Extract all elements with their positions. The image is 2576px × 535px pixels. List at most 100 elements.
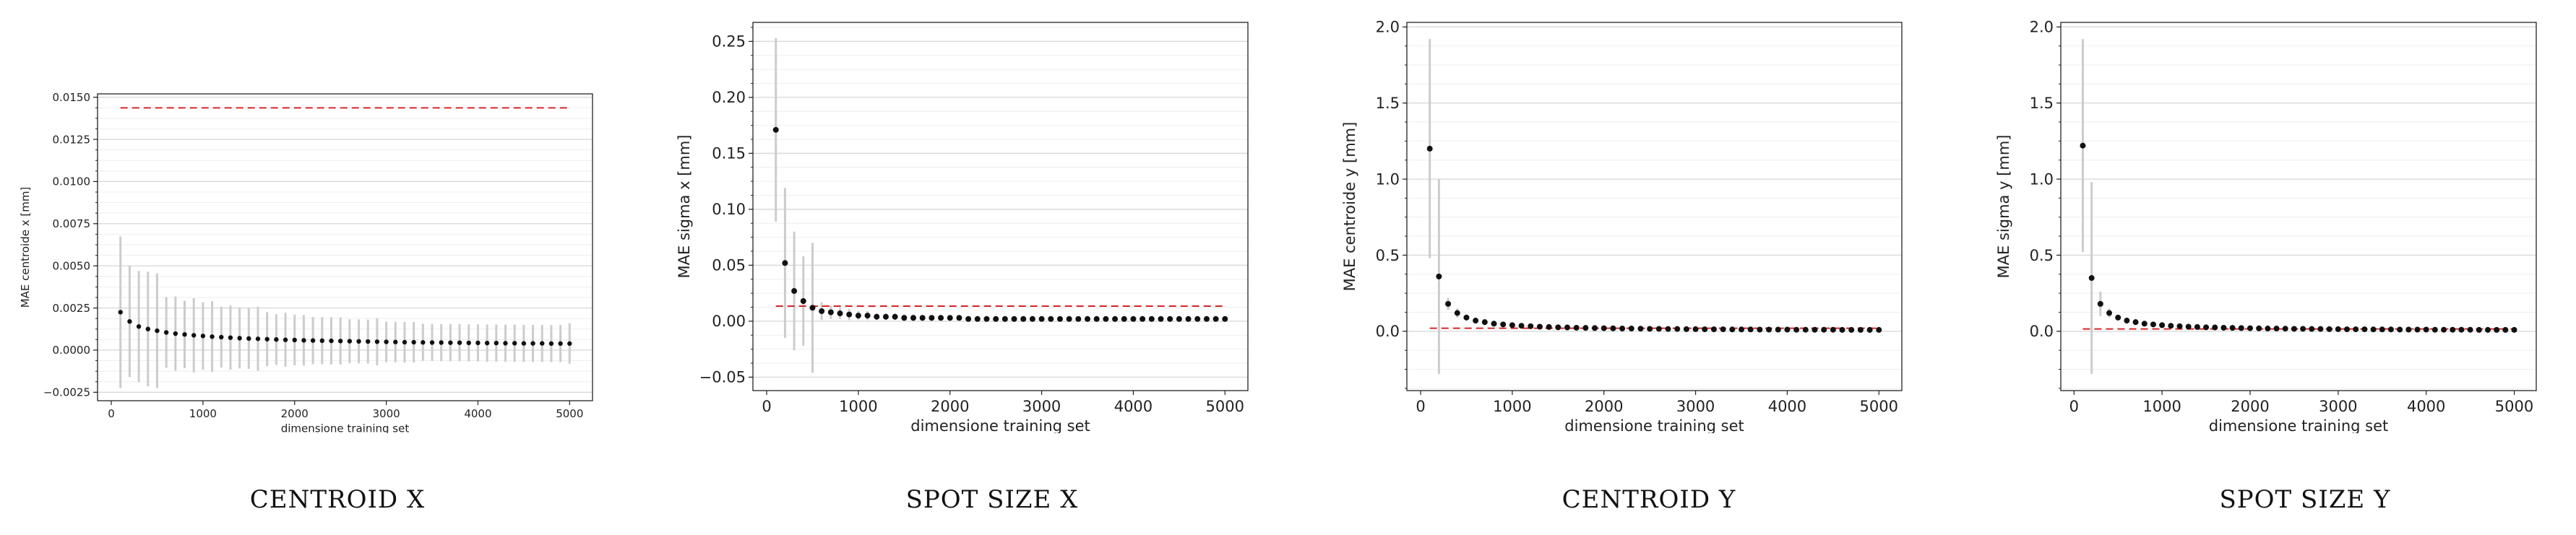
data-point xyxy=(956,315,962,321)
data-point xyxy=(457,340,462,345)
y-tick-label: 0.5 xyxy=(1376,247,1400,264)
data-point xyxy=(1103,316,1109,322)
y-tick-label: 1.5 xyxy=(2030,95,2054,112)
data-point xyxy=(2282,326,2288,332)
data-point xyxy=(484,340,490,346)
data-point xyxy=(2238,325,2244,331)
x-axis-label: dimensione training set xyxy=(910,417,1090,433)
data-point xyxy=(329,338,334,344)
data-point xyxy=(1500,321,1507,328)
y-axis-label: MAE sigma x [mm] xyxy=(676,135,693,279)
data-point xyxy=(1729,326,1736,333)
data-point xyxy=(846,311,853,318)
data-point xyxy=(874,313,880,320)
data-point xyxy=(393,339,398,344)
x-tick-label: 4000 xyxy=(2407,398,2445,415)
y-tick-label: 0.0 xyxy=(1376,323,1400,340)
data-point xyxy=(228,335,233,340)
data-point xyxy=(1692,326,1699,332)
y-tick-label: 0.0150 xyxy=(53,91,91,104)
data-point xyxy=(855,313,861,319)
y-tick-label: 0.0 xyxy=(2030,323,2054,340)
caption-spot-size-x: SPOT SIZE X xyxy=(905,485,1079,514)
data-point xyxy=(882,313,889,320)
data-point xyxy=(384,339,389,344)
chart-spot-size-x: −0.05 0.00 0.05 0.10 0.15 0.20 0.25 0 1000 2000 30… xyxy=(676,22,1249,433)
data-point xyxy=(782,260,788,266)
y-tick-label: 0.0075 xyxy=(53,217,91,230)
data-point xyxy=(356,339,361,344)
data-point xyxy=(402,339,408,345)
data-point xyxy=(301,338,306,343)
data-point xyxy=(319,338,324,344)
x-tick-label: 2000 xyxy=(2231,398,2269,415)
data-point xyxy=(2088,275,2095,282)
data-point xyxy=(1185,316,1192,322)
data-point xyxy=(2256,325,2262,331)
y-tick-label: 0.0100 xyxy=(53,175,91,188)
data-point xyxy=(2353,326,2359,333)
data-point xyxy=(1564,324,1570,331)
x-tick-label: 5000 xyxy=(1206,398,1244,415)
data-point xyxy=(2423,326,2429,333)
data-point xyxy=(2441,326,2447,333)
data-point xyxy=(1793,326,1800,333)
data-point xyxy=(2159,322,2166,329)
x-tick-label: 3000 xyxy=(2319,398,2357,415)
data-point xyxy=(475,340,481,346)
y-axis-label: MAE sigma y [mm] xyxy=(1995,135,2012,279)
data-point xyxy=(1674,326,1681,332)
data-point xyxy=(274,337,279,342)
data-point xyxy=(1766,326,1772,333)
data-point xyxy=(800,297,806,304)
data-point xyxy=(310,338,316,343)
data-point xyxy=(938,315,944,321)
data-point xyxy=(548,341,554,347)
y-tick-label: 0.00 xyxy=(712,313,746,330)
y-tick-label: 0.05 xyxy=(712,257,746,274)
data-point xyxy=(1148,316,1155,322)
data-point xyxy=(2387,326,2394,333)
data-point xyxy=(2141,321,2148,327)
data-point xyxy=(429,340,435,345)
x-tick-label: 4000 xyxy=(1768,398,1806,415)
x-axis-label: dimensione training set xyxy=(1564,417,1744,433)
data-point xyxy=(567,341,572,347)
data-point xyxy=(1802,326,1809,333)
x-tick-label: 2000 xyxy=(281,407,309,420)
data-point xyxy=(2344,326,2351,333)
data-point xyxy=(1194,316,1201,322)
data-point xyxy=(530,341,535,346)
data-point xyxy=(2397,326,2403,333)
data-point xyxy=(1130,316,1137,322)
data-point xyxy=(2300,326,2306,332)
x-tick-label: 4000 xyxy=(1114,398,1153,415)
data-point xyxy=(1176,316,1182,322)
data-point xyxy=(521,341,527,346)
x-axis-label: dimensione training set xyxy=(281,422,410,434)
caption-spot-size-y: SPOT SIZE Y xyxy=(2219,485,2391,514)
data-point xyxy=(892,313,898,320)
data-point xyxy=(1628,326,1634,332)
y-tick-label: 2.0 xyxy=(1376,19,1400,36)
data-point xyxy=(2265,326,2271,332)
data-point xyxy=(1167,316,1173,322)
data-point xyxy=(2494,326,2500,333)
x-tick-label: 5000 xyxy=(2495,398,2533,415)
data-point xyxy=(1203,316,1210,322)
x-tick-label: 0 xyxy=(1416,398,1425,415)
chart-centroid-x: −0.0025 0.0000 0.0025 0.0050 0.0075 0.0100 0.0… xyxy=(19,91,593,434)
data-point xyxy=(1066,316,1072,322)
data-point xyxy=(1720,326,1726,333)
data-point xyxy=(1582,325,1589,331)
data-point xyxy=(1445,300,1452,307)
x-tick-label: 2000 xyxy=(931,398,969,415)
data-point xyxy=(1001,316,1008,322)
data-point xyxy=(2106,310,2113,316)
data-point xyxy=(1212,316,1219,322)
data-point xyxy=(947,315,953,321)
data-point xyxy=(2132,319,2139,326)
data-point xyxy=(1056,316,1063,322)
data-point xyxy=(1528,323,1534,329)
